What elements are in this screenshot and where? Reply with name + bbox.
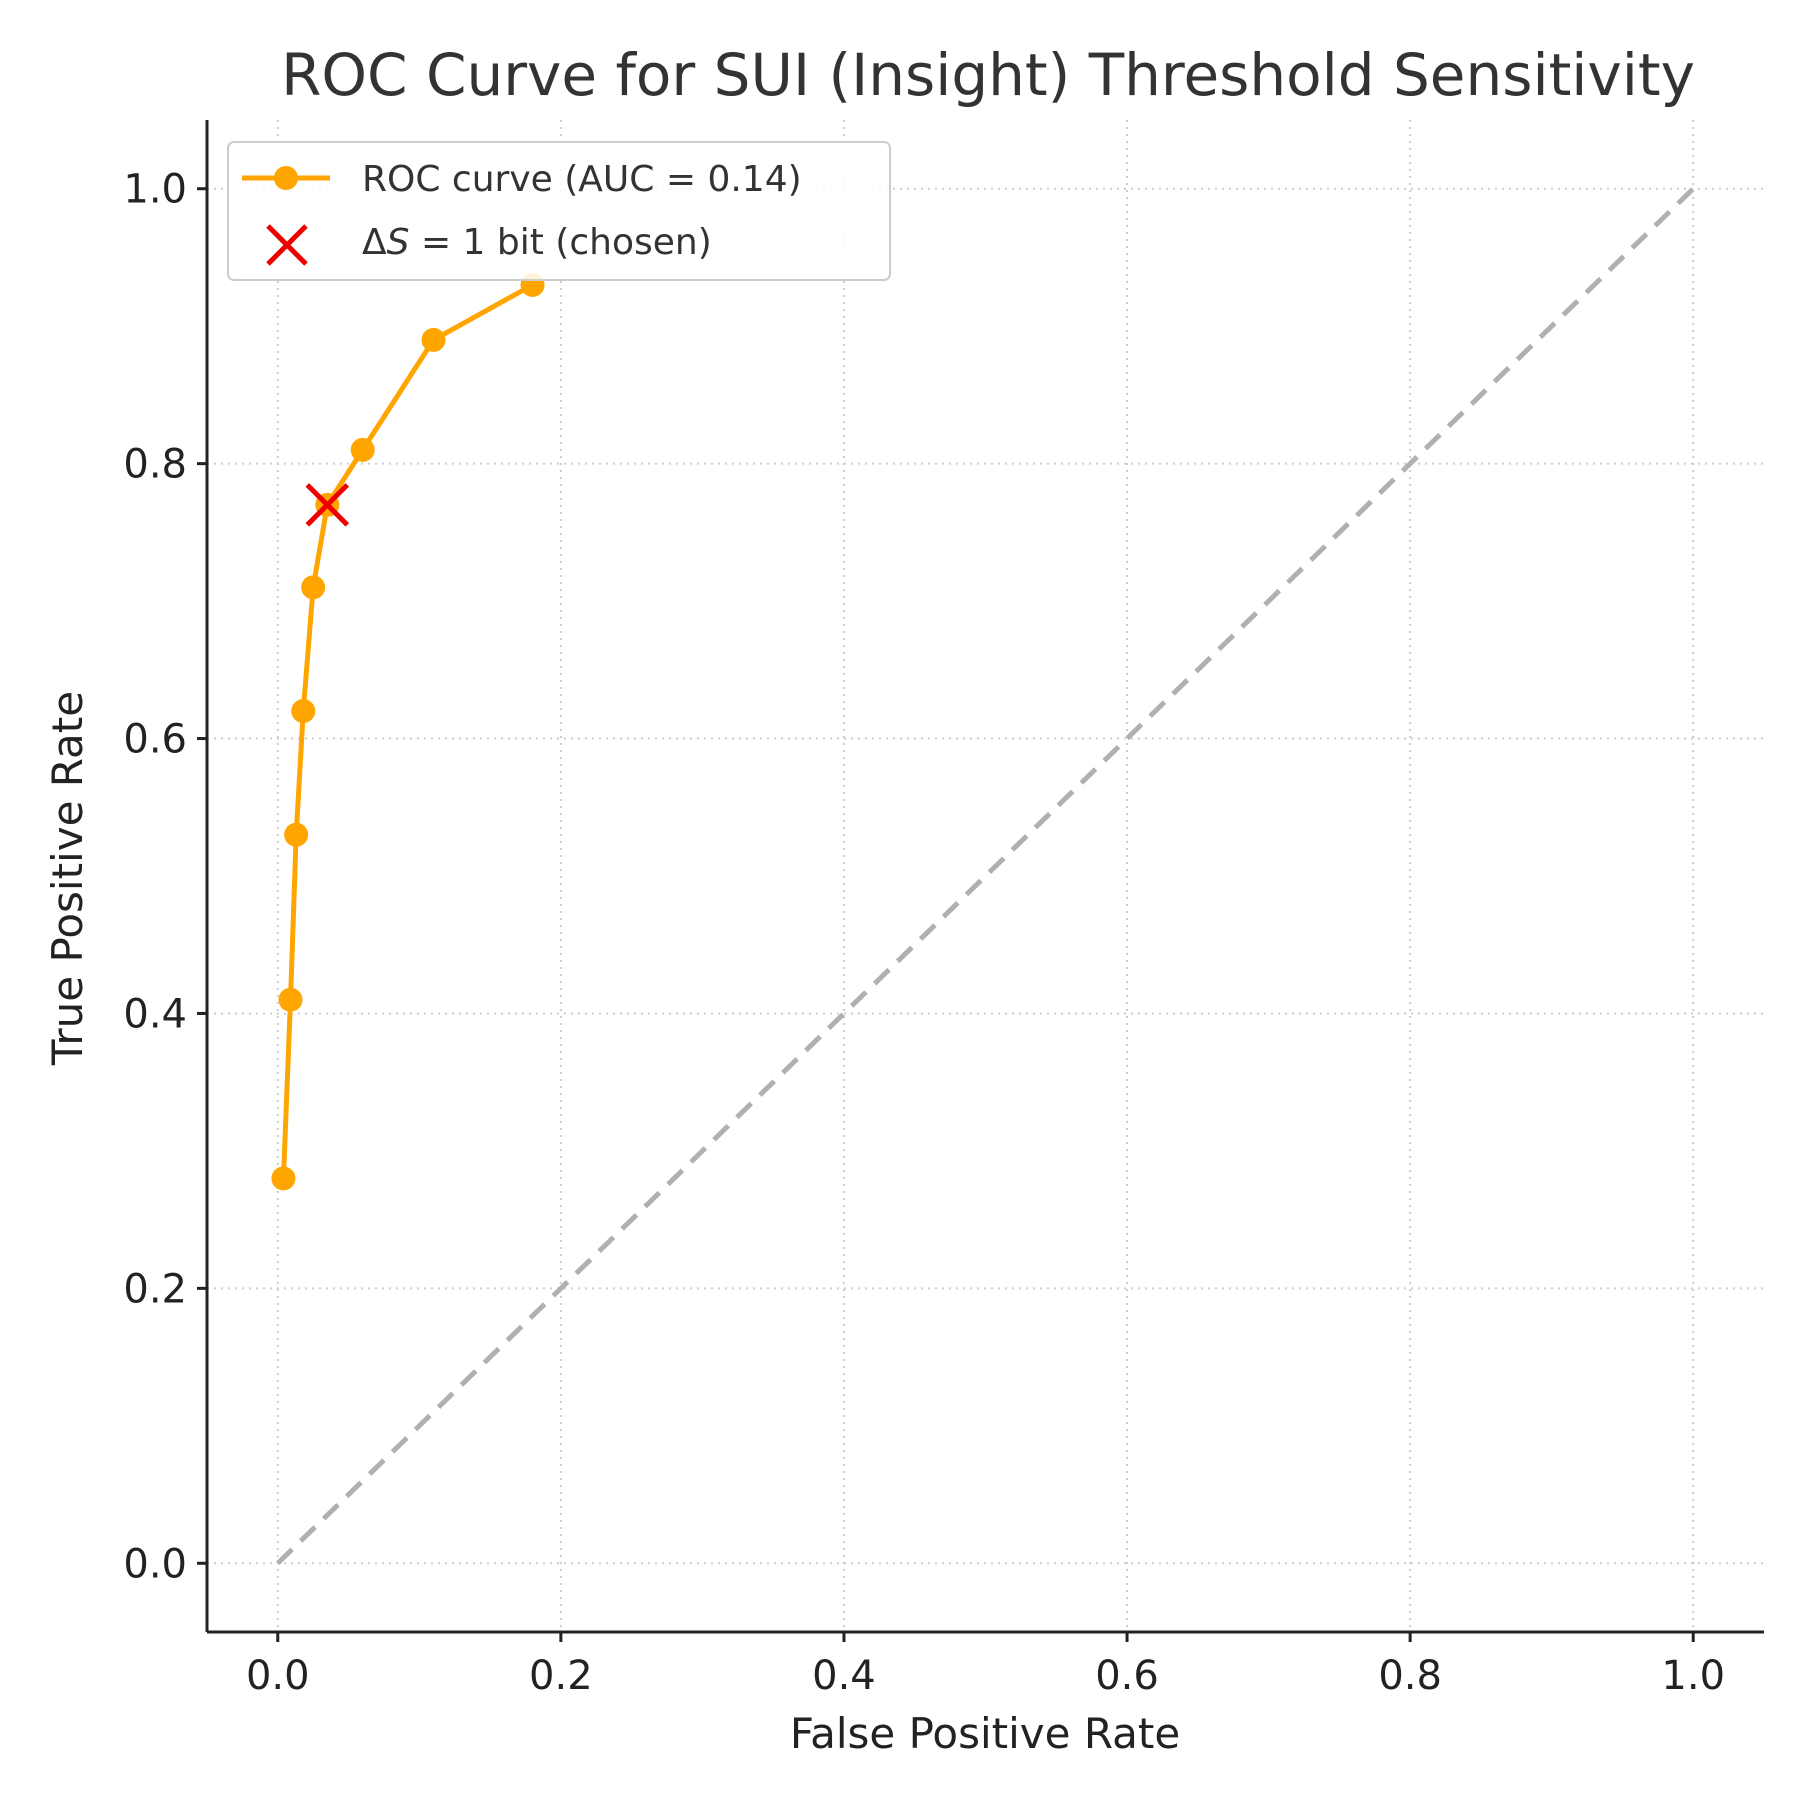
legend-chosen-text: = 1 bit (chosen)	[410, 222, 712, 263]
legend-delta-symbol: Δ	[362, 222, 387, 263]
chosen-point	[305, 483, 350, 527]
grid	[207, 120, 1764, 1632]
legend: ROC curve (AUC = 0.14) ΔS = 1 bit (chose…	[227, 141, 891, 281]
y-tick-label-4: 0.8	[123, 442, 187, 488]
y-axis-label: True Positive Rate	[43, 691, 92, 1066]
y-ticks: 0.0 0.2 0.4 0.6 0.8 1.0	[123, 167, 207, 1587]
x-tick-label-0: 0.0	[246, 1653, 310, 1699]
x-axis-label: False Positive Rate	[790, 1709, 1180, 1758]
x-tick-label-3: 0.6	[1095, 1653, 1159, 1699]
y-tick-label-5: 1.0	[123, 167, 187, 213]
chance-diagonal	[276, 186, 1695, 1566]
x-tick-label-5: 1.0	[1661, 1653, 1725, 1699]
axes	[205, 120, 1764, 1634]
y-tick-label-1: 0.2	[123, 1266, 187, 1312]
legend-roc-marker-icon	[274, 166, 298, 190]
roc-point-4	[301, 575, 326, 600]
y-tick-label-0: 0.0	[123, 1541, 187, 1587]
y-tick-label-3: 0.6	[123, 717, 187, 763]
chosen-x-stroke-2	[305, 483, 350, 527]
y-tick-label-2: 0.4	[123, 991, 187, 1037]
roc-point-6	[350, 437, 375, 462]
x-tick-label-1: 0.2	[529, 1653, 593, 1699]
x-ticks: 0.0 0.2 0.4 0.6 0.8 1.0	[246, 1632, 1725, 1699]
roc-point-1	[278, 987, 303, 1012]
roc-point-2	[284, 822, 309, 847]
roc-point-3	[291, 699, 316, 724]
chart-title: ROC Curve for SUI (Insight) Threshold Se…	[281, 41, 1695, 109]
legend-box	[227, 141, 891, 281]
roc-curve-line	[280, 282, 534, 1179]
x-tick-label-4: 0.8	[1378, 1653, 1442, 1699]
diagonal-line	[276, 186, 1695, 1566]
roc-curve	[271, 272, 545, 1191]
legend-roc-label: ROC curve (AUC = 0.14)	[362, 159, 802, 200]
roc-point-0	[271, 1166, 296, 1191]
legend-chosen-label: ΔS = 1 bit (chosen)	[362, 222, 712, 263]
legend-s-symbol: S	[387, 222, 410, 263]
legend-chosen-x-icon	[266, 224, 308, 266]
roc-point-7	[421, 327, 446, 352]
x-tick-label-2: 0.4	[812, 1653, 876, 1699]
